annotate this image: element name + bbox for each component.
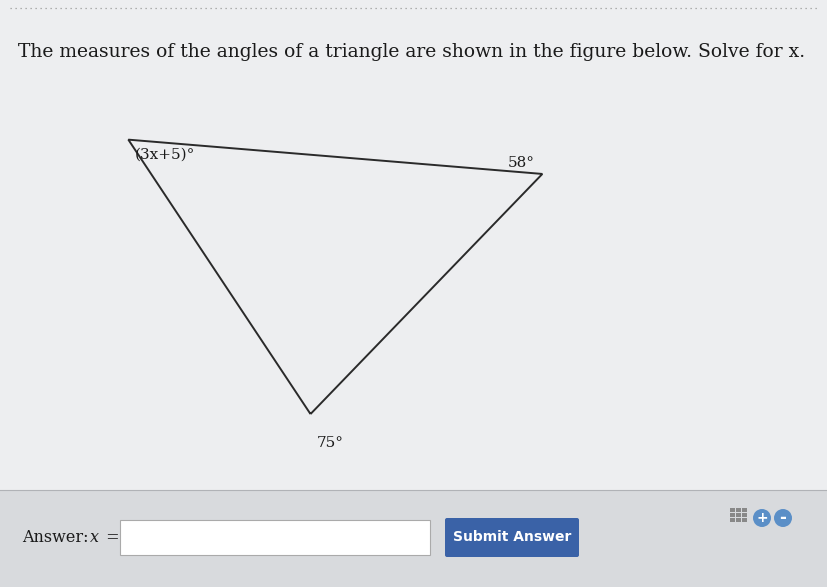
Bar (735, 508, 740, 512)
Text: 58°: 58° (507, 156, 533, 170)
Bar (120, 520, 429, 555)
Text: -: - (779, 509, 786, 527)
Text: 75°: 75° (316, 436, 343, 450)
Bar (0, 0, 827, 490)
Bar (741, 513, 746, 517)
Text: =: = (101, 529, 119, 546)
Bar (729, 508, 734, 512)
Text: +: + (755, 511, 767, 525)
Bar (735, 513, 740, 517)
Circle shape (752, 509, 770, 527)
Text: Answer:: Answer: (22, 529, 93, 546)
Bar (735, 518, 740, 522)
Text: The measures of the angles of a triangle are shown in the figure below. Solve fo: The measures of the angles of a triangle… (18, 43, 804, 61)
Bar (729, 518, 734, 522)
Bar (741, 518, 746, 522)
FancyBboxPatch shape (444, 518, 578, 557)
Bar (741, 508, 746, 512)
Bar (729, 513, 734, 517)
Text: Submit Answer: Submit Answer (452, 530, 571, 544)
Text: x: x (90, 529, 99, 546)
Circle shape (773, 509, 791, 527)
Text: (3x+5)°: (3x+5)° (134, 148, 194, 161)
Bar (0, 490, 827, 587)
